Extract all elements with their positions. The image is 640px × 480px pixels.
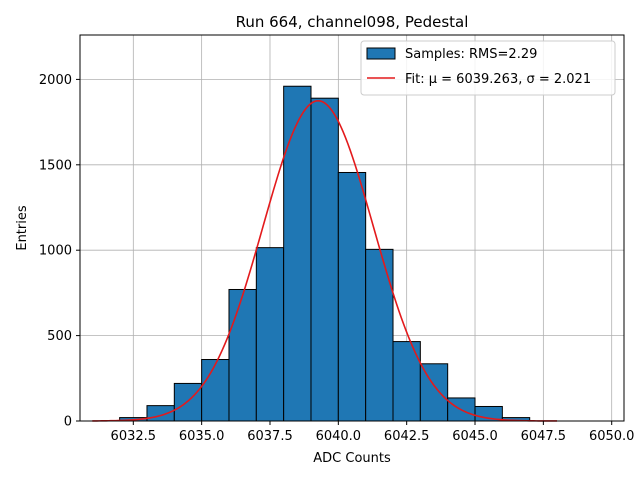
y-axis-label: Entries: [15, 205, 30, 251]
histogram-bar-2: [173, 382, 203, 422]
histogram-bar-9: [365, 248, 394, 422]
histogram-bar-6: [283, 85, 312, 422]
gaussian-fit-curve: [92, 99, 558, 422]
y-tick-label-2: 1000: [39, 244, 72, 259]
histogram-bars: [119, 85, 531, 422]
x-tick-label-2: 6037.5: [247, 429, 293, 444]
chart-title: Run 664, channel098, Pedestal: [236, 13, 469, 31]
x-tick-label-0: 6032.5: [111, 429, 157, 444]
histogram-bar-7: [310, 97, 339, 422]
legend-box: [360, 40, 616, 96]
x-tick-label-7: 6050.0: [589, 429, 635, 444]
legend-label-samples: Samples: RMS=2.29: [405, 47, 537, 62]
legend: Samples: RMS=2.29 Fit: μ = 6039.263, σ =…: [360, 40, 616, 96]
histogram-bar-8: [337, 171, 367, 422]
legend-label-fit: Fit: μ = 6039.263, σ = 2.021: [405, 72, 591, 87]
y-tick-label-0: 0: [64, 415, 72, 430]
x-tick-label-1: 6035.0: [179, 429, 225, 444]
y-tick-label-1: 500: [47, 329, 72, 344]
x-tick-label-6: 6047.5: [521, 429, 567, 444]
histogram-bar-1: [146, 405, 175, 422]
y-tick-label-3: 1500: [39, 158, 72, 173]
histogram-bar-4: [228, 288, 257, 422]
x-axis-ticks: 6032.5 6035.0 6037.5 6040.0 6042.5 6045.0 6047…: [111, 421, 635, 444]
x-tick-label-5: 6045.0: [452, 429, 498, 444]
y-axis-ticks: 0 500 1000 1500 2000: [39, 73, 80, 430]
histogram-bar-5: [255, 247, 285, 422]
plot-frame: [79, 34, 625, 422]
histogram-bar-11: [419, 363, 449, 422]
histogram-bar-3: [201, 359, 230, 422]
y-tick-label-4: 2000: [39, 73, 72, 88]
x-tick-label-4: 6042.5: [384, 429, 430, 444]
x-tick-label-3: 6040.0: [316, 429, 362, 444]
legend-swatch-samples: [366, 47, 396, 60]
x-axis-label: ADC Counts: [313, 451, 391, 466]
